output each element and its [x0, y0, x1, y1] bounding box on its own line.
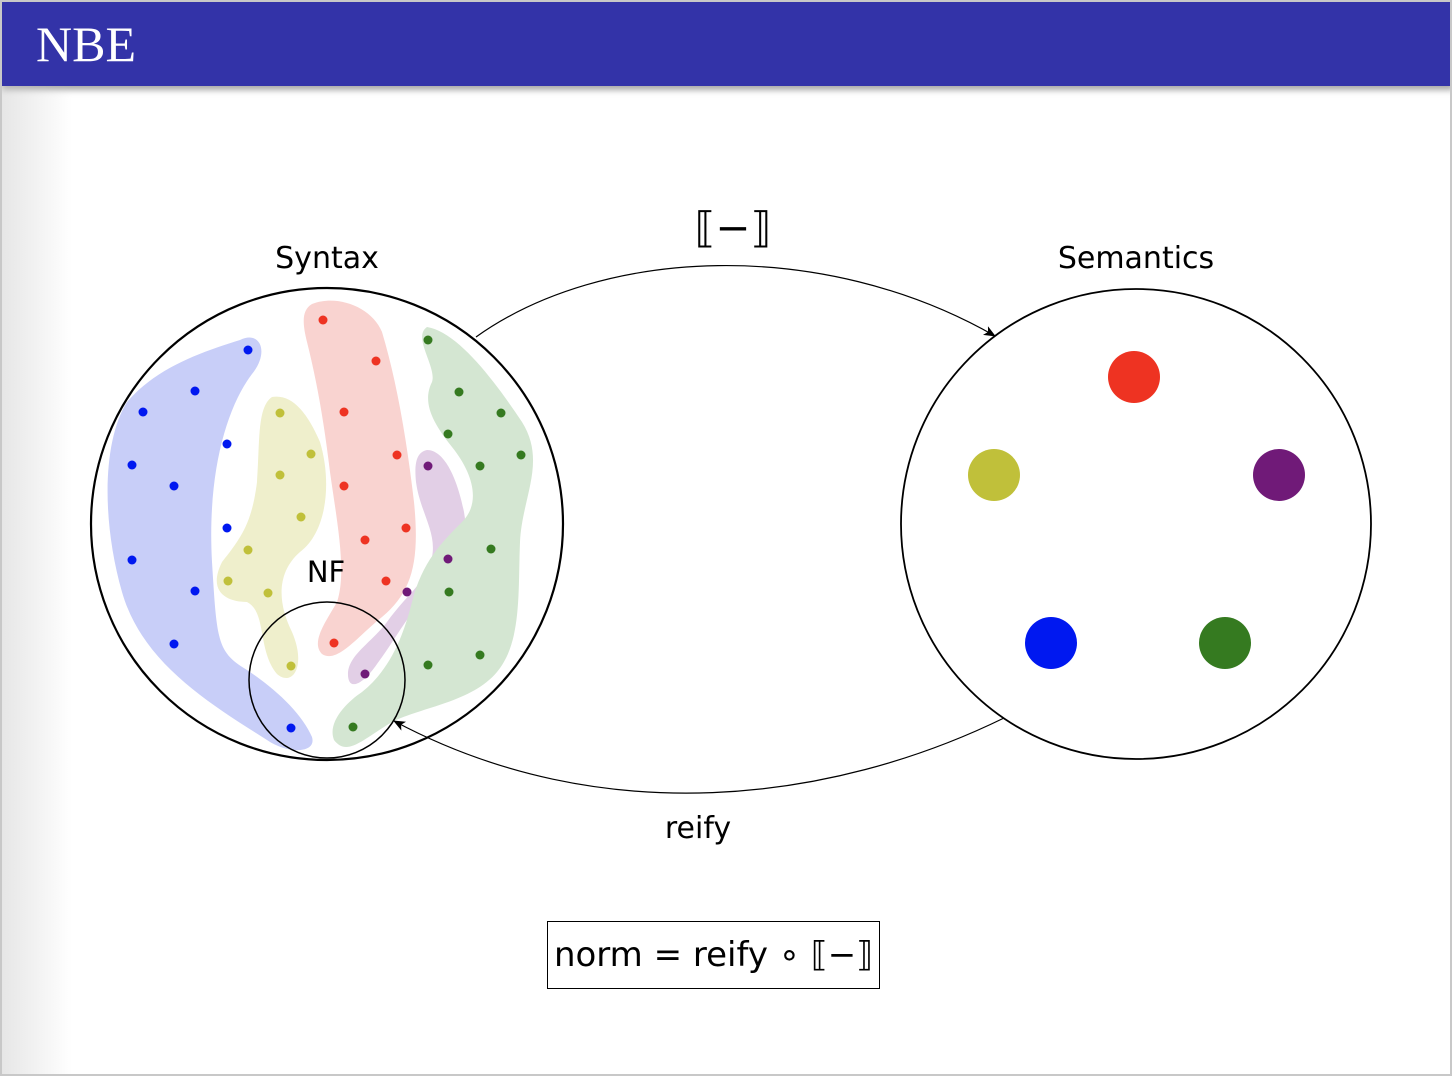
green-term-dot — [496, 408, 506, 418]
yellow-term-dot — [286, 661, 296, 671]
semantic-value-purple — [1253, 449, 1305, 501]
green-term-dot — [516, 450, 526, 460]
blue-term-dot — [286, 723, 296, 733]
normal-form-label: NF — [307, 555, 345, 589]
red-term-dot — [392, 450, 402, 460]
reify-label: reify — [665, 811, 731, 846]
blue-term-dot — [127, 555, 137, 565]
blue-term-dot — [190, 586, 200, 596]
interpretation-arrow — [475, 265, 996, 338]
normalization-formula: norm = reify ∘ ⟦−⟧ — [547, 921, 880, 989]
red-term-dot — [339, 481, 349, 491]
normal-form-circle — [248, 601, 406, 759]
blue-term-dot — [138, 407, 148, 417]
purple-term-dot — [423, 461, 433, 471]
blue-term-dot — [127, 460, 137, 470]
purple-term-class-region — [347, 450, 466, 685]
yellow-terms — [223, 408, 316, 671]
semantics-circle — [900, 288, 1372, 760]
yellow-term-dot — [223, 576, 233, 586]
blue-term-class-region — [107, 337, 313, 751]
semantic-value-blue — [1025, 617, 1077, 669]
purple-term-dot — [402, 587, 412, 597]
blue-term-dot — [222, 523, 232, 533]
blue-term-dot — [169, 639, 179, 649]
green-term-dot — [443, 429, 453, 439]
red-term-dot — [318, 315, 328, 325]
slide-title: NBE — [36, 16, 136, 72]
red-term-dot — [381, 576, 391, 586]
yellow-term-dot — [263, 588, 273, 598]
syntax-circle — [89, 286, 565, 762]
blue-term-dot — [169, 481, 179, 491]
green-term-dot — [475, 650, 485, 660]
interpretation-label: ⟦−⟧ — [695, 203, 772, 252]
green-term-dot — [444, 587, 454, 597]
yellow-term-dot — [275, 408, 285, 418]
green-terms — [348, 335, 526, 732]
semantic-value-yellow — [968, 449, 1020, 501]
green-term-dot — [454, 387, 464, 397]
blue-terms — [127, 345, 296, 733]
blue-term-dot — [243, 345, 253, 355]
green-term-dot — [423, 335, 433, 345]
semantic-value-red — [1108, 351, 1160, 403]
red-term-dot — [329, 638, 339, 648]
yellow-term-dot — [275, 470, 285, 480]
yellow-term-dot — [306, 449, 316, 459]
green-term-dot — [475, 461, 485, 471]
purple-term-dot — [443, 554, 453, 564]
green-term-dot — [423, 660, 433, 670]
yellow-term-class-region — [216, 396, 327, 678]
syntax-label: Syntax — [275, 241, 379, 276]
yellow-term-dot — [243, 545, 253, 555]
red-term-dot — [371, 356, 381, 366]
blue-term-dot — [190, 386, 200, 396]
green-term-class-region — [332, 327, 534, 748]
green-term-dot — [486, 544, 496, 554]
purple-terms — [360, 461, 453, 679]
left-shadow — [2, 86, 72, 1074]
semantic-value-green — [1199, 617, 1251, 669]
green-term-dot — [348, 722, 358, 732]
title-bar: NBE — [2, 2, 1450, 86]
red-term-dot — [360, 535, 370, 545]
blue-term-dot — [222, 439, 232, 449]
red-term-dot — [401, 523, 411, 533]
purple-term-dot — [360, 669, 370, 679]
reify-arrow — [393, 717, 1005, 794]
yellow-term-dot — [296, 512, 306, 522]
red-terms — [318, 315, 411, 648]
semantics-label: Semantics — [1058, 241, 1214, 276]
red-term-dot — [339, 407, 349, 417]
red-term-class-region — [303, 300, 416, 657]
